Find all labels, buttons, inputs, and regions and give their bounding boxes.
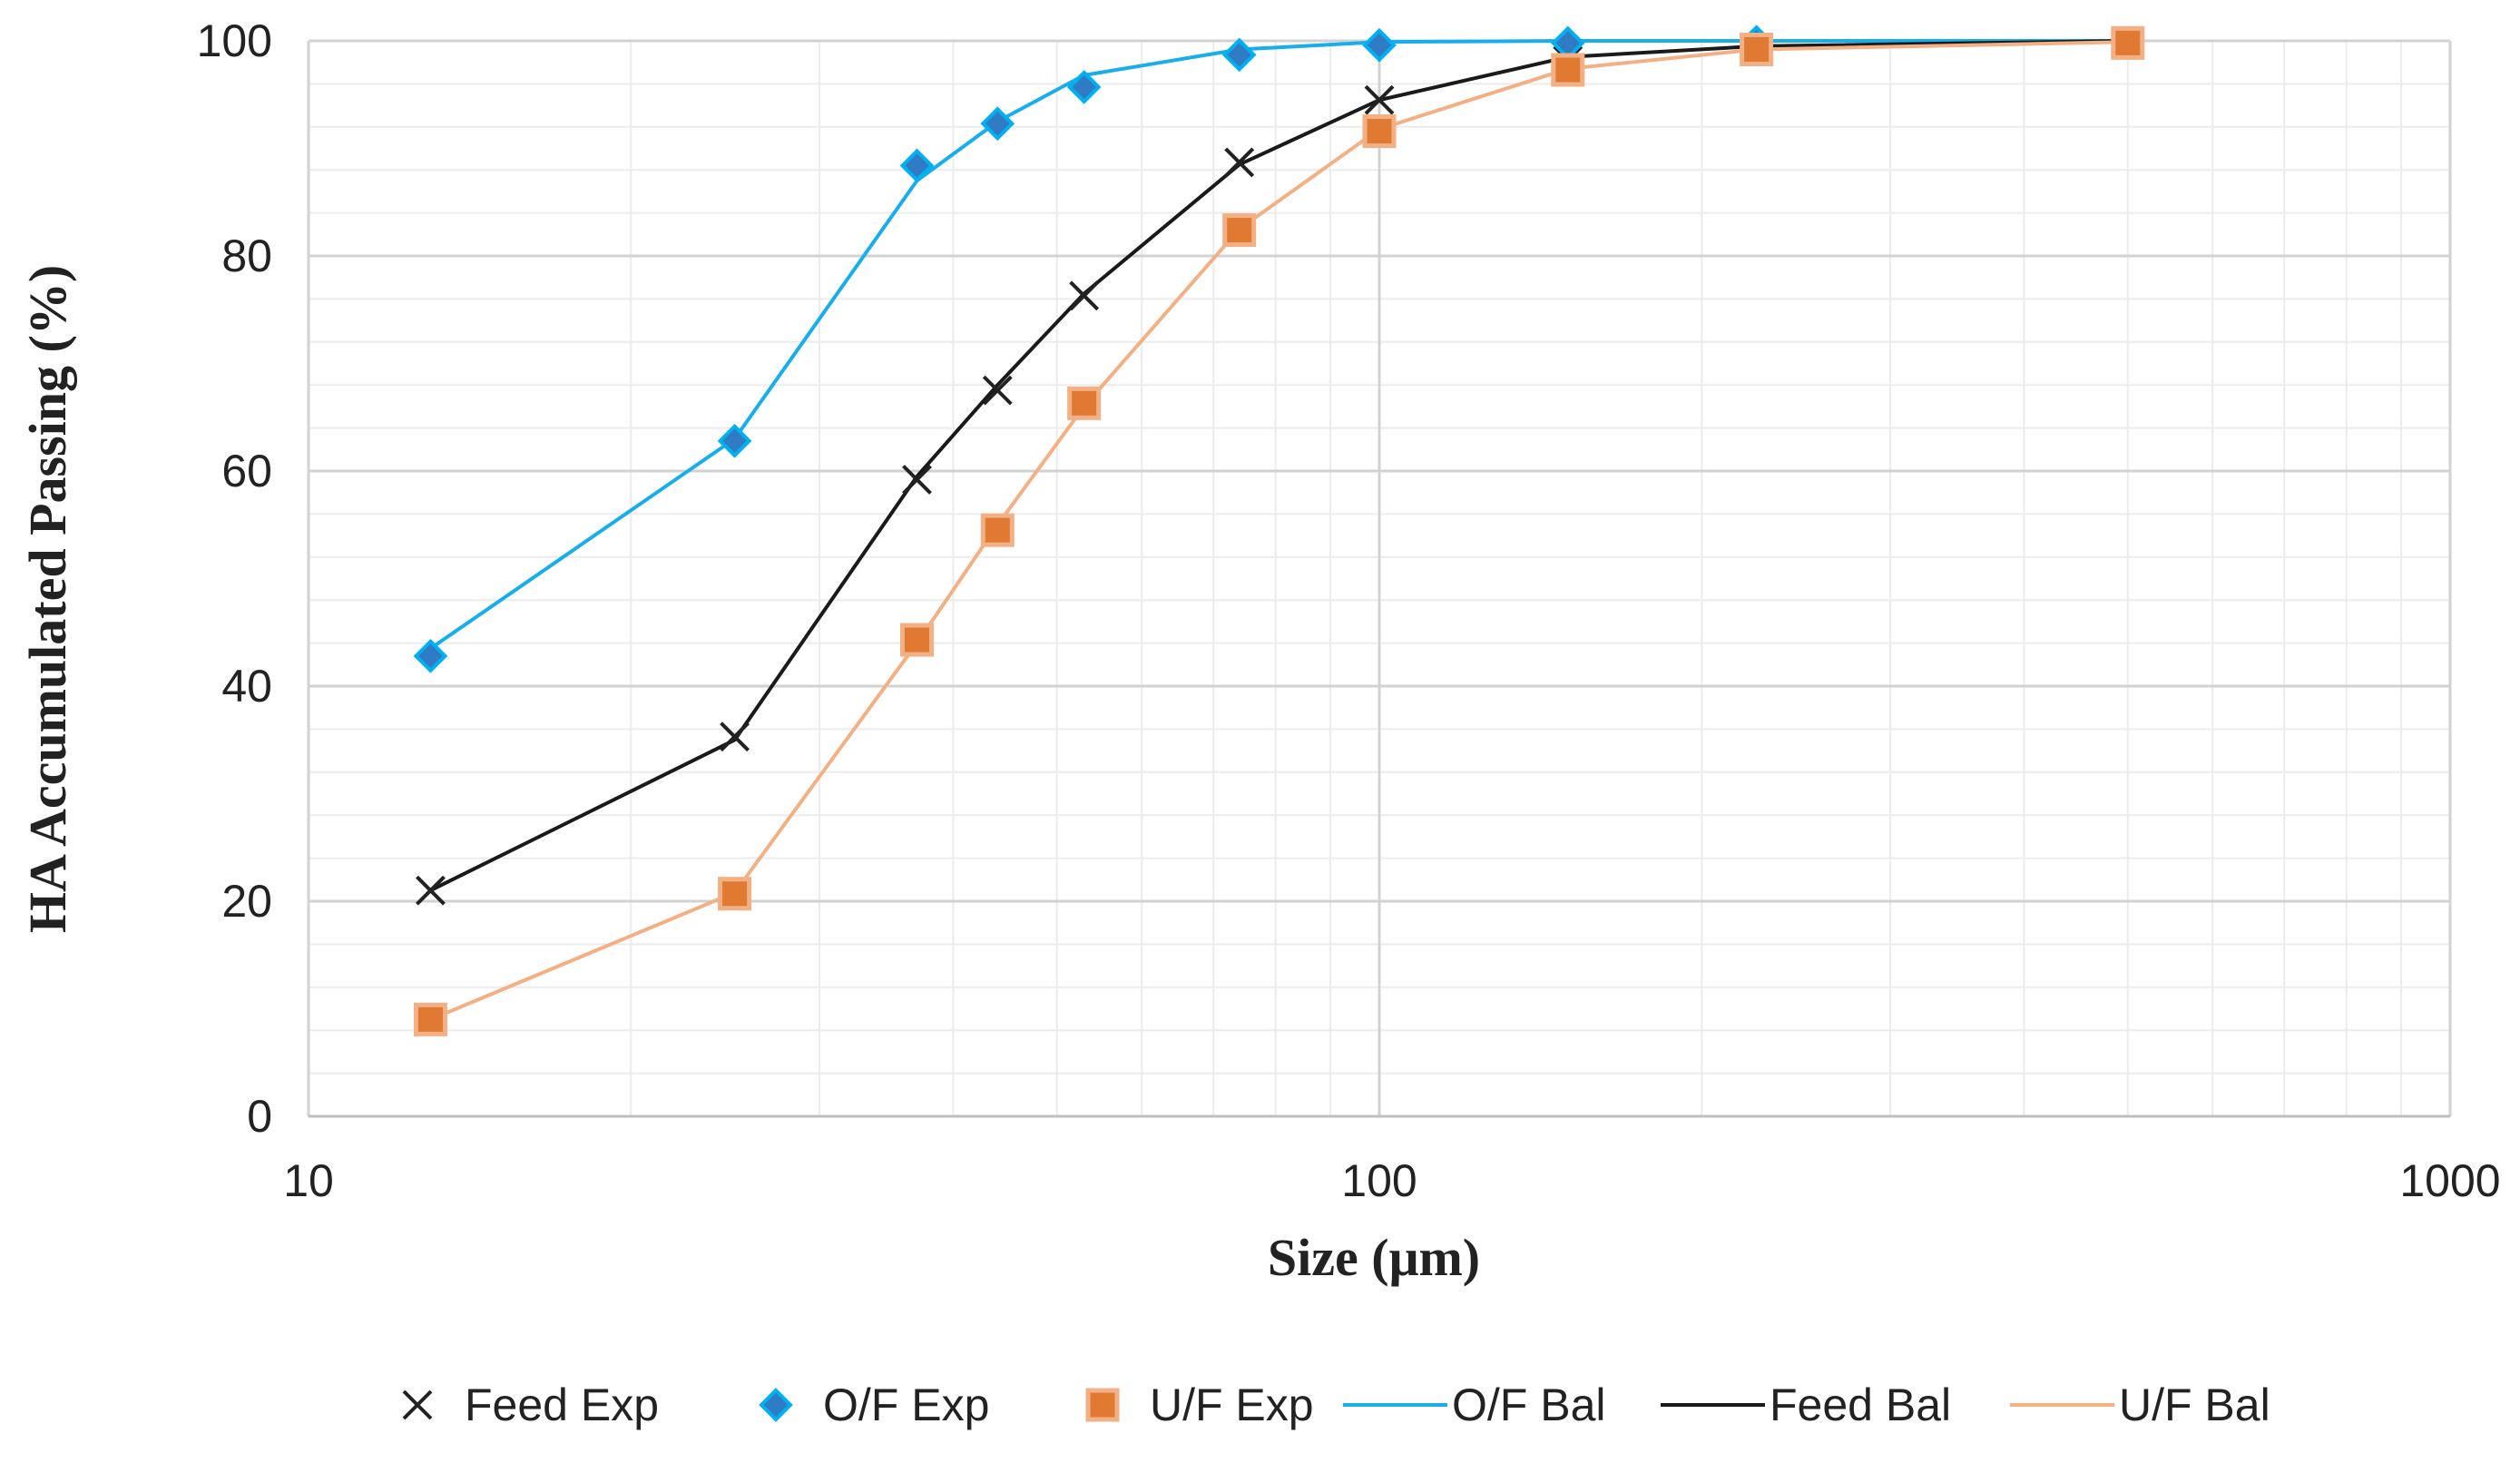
data-point-u-f-exp: [980, 513, 1015, 547]
legend-label-o-f-bal: O/F Bal: [1452, 1380, 1605, 1430]
marker-stroke: [1224, 147, 1255, 178]
data-point-feed-exp: [1364, 84, 1395, 115]
y-tick-label: 40: [221, 661, 272, 712]
series-markers: [413, 25, 2145, 1036]
x-tick-label: 100: [1341, 1155, 1417, 1206]
legend-item-u-f-bal: U/F Bal: [2010, 1380, 2270, 1430]
series-line-feed-bal: [429, 39, 2128, 892]
series-lines: [429, 39, 2128, 1022]
data-point-u-f-exp: [413, 1002, 447, 1036]
legend-marker-u-f-exp: [1085, 1388, 1120, 1422]
data-point-u-f-exp: [899, 623, 934, 657]
y-tick-labels: 0 20 40 60 80 100: [197, 15, 272, 1142]
legend-item-feed-exp: Feed Exp: [402, 1380, 659, 1430]
data-point-u-f-exp: [718, 877, 752, 911]
marker-stroke: [720, 722, 750, 752]
y-tick-label: 20: [221, 876, 272, 927]
x-tick-label: 1000: [2399, 1155, 2500, 1206]
data-point-u-f-exp: [1551, 53, 1585, 87]
marker-stroke: [402, 1389, 433, 1420]
legend-label-feed-exp: Feed Exp: [465, 1380, 659, 1430]
y-tick-label: 80: [221, 231, 272, 281]
series-line-o-f-bal: [429, 39, 2128, 651]
legend-marker-o-f-exp: [759, 1388, 793, 1422]
x-tick-labels: 10 100 1000: [283, 1155, 2500, 1206]
legend-item-o-f-bal: O/F Bal: [1343, 1380, 1605, 1430]
y-axis-title: HA Accumulated Passing (%): [18, 265, 77, 933]
data-point-feed-exp: [416, 875, 446, 906]
legend-label-o-f-exp: O/F Exp: [823, 1380, 989, 1430]
data-point-feed-exp: [982, 375, 1013, 406]
data-point-o-f-exp: [1362, 27, 1397, 63]
data-point-o-f-exp: [717, 423, 752, 458]
x-axis-title: Size (μm): [1268, 1228, 1480, 1287]
data-point-o-f-exp: [980, 106, 1015, 142]
legend-label-u-f-bal: U/F Bal: [2119, 1380, 2270, 1430]
marker-stroke: [982, 375, 1013, 406]
data-point-u-f-exp: [2111, 25, 2145, 60]
legend-item-o-f-exp: O/F Exp: [759, 1380, 989, 1430]
data-point-u-f-exp: [1740, 32, 1774, 66]
legend-marker-feed-exp: [402, 1389, 433, 1420]
marker-stroke: [416, 875, 446, 906]
data-point-feed-exp: [1224, 147, 1255, 178]
data-point-feed-exp: [720, 722, 750, 752]
data-point-o-f-exp: [1221, 37, 1257, 73]
data-point-o-f-exp: [1066, 70, 1102, 104]
legend-label-u-f-exp: U/F Exp: [1150, 1380, 1314, 1430]
legend: Feed Exp O/F Exp U/F Exp O/F Bal Feed Bal U/F…: [402, 1380, 2270, 1430]
marker-stroke: [1364, 84, 1395, 115]
y-tick-label: 100: [197, 15, 272, 66]
data-point-feed-exp: [1069, 280, 1100, 311]
series-line-u-f-bal: [429, 40, 2128, 1022]
legend-item-feed-bal: Feed Bal: [1661, 1380, 1951, 1430]
data-point-o-f-exp: [413, 638, 448, 673]
marker-stroke: [902, 465, 932, 495]
data-point-feed-exp: [902, 465, 932, 495]
legend-label-feed-bal: Feed Bal: [1770, 1380, 1951, 1430]
data-point-o-f-exp: [899, 148, 935, 183]
data-point-u-f-exp: [1362, 114, 1397, 149]
y-tick-label: 0: [247, 1091, 272, 1142]
x-tick-label: 10: [283, 1155, 334, 1206]
y-tick-label: 60: [221, 446, 272, 496]
data-point-u-f-exp: [1222, 213, 1257, 248]
marker-stroke: [1069, 280, 1100, 311]
data-point-u-f-exp: [1067, 386, 1102, 420]
legend-item-u-f-exp: U/F Exp: [1085, 1380, 1314, 1430]
